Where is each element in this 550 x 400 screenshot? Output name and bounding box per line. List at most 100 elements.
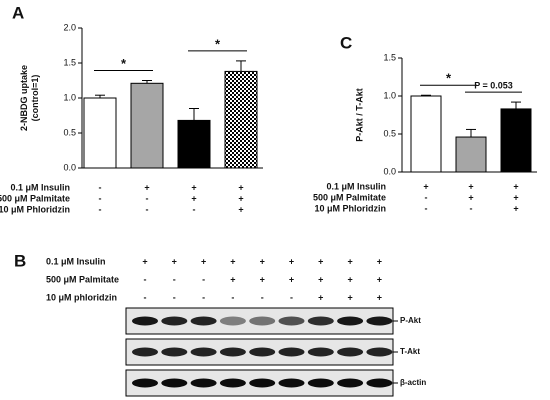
treatment-sign: + [238, 182, 243, 192]
blot-band [219, 347, 246, 357]
treatment-sign: - [99, 193, 102, 203]
treatment-sign: + [468, 192, 473, 202]
treatment-sign: + [172, 256, 177, 266]
treatment-sign: - [290, 292, 293, 302]
treatment-sign: - [261, 292, 264, 302]
treatment-sign: + [377, 292, 382, 302]
treatment-sign: - [425, 203, 428, 213]
y-tick-label: 1.0 [383, 90, 396, 100]
treatment-sign: - [425, 192, 428, 202]
blot-band [190, 347, 217, 357]
bar [130, 82, 164, 169]
band-label: T-Akt [400, 347, 420, 356]
treatment-sign: + [289, 256, 294, 266]
blot-band [307, 347, 334, 357]
y-tick-label: 0.5 [383, 128, 396, 138]
significance-label: * [121, 56, 127, 71]
treatment-sign: + [347, 274, 352, 284]
treatment-sign: - [144, 292, 147, 302]
treatment-sign: - [146, 193, 149, 203]
blot-band [278, 378, 305, 388]
treatment-sign: - [202, 274, 205, 284]
treatment-sign: - [470, 203, 473, 213]
blot-band [366, 347, 393, 357]
bar [455, 136, 487, 173]
blot-band [337, 347, 364, 357]
treatment-sign: + [260, 274, 265, 284]
blot-band [249, 378, 276, 388]
treatment-label: 10 μM Phloridzin [314, 203, 386, 213]
treatment-sign: - [173, 274, 176, 284]
y-tick-label: 1.5 [383, 52, 396, 62]
blot-band [219, 316, 246, 326]
treatment-sign: + [230, 256, 235, 266]
treatment-sign: + [201, 256, 206, 266]
blot-band [161, 316, 188, 326]
treatment-sign: + [260, 256, 265, 266]
blot-band [278, 347, 305, 357]
blot-band [337, 378, 364, 388]
treatment-sign: + [377, 274, 382, 284]
treatment-sign: + [318, 274, 323, 284]
blot-band [337, 316, 364, 326]
treatment-sign: + [144, 182, 149, 192]
y-tick-label: 1.0 [63, 92, 76, 102]
treatment-sign: - [231, 292, 234, 302]
treatment-sign: - [99, 182, 102, 192]
treatment-label: 500 μM Palmitate [313, 192, 386, 202]
blot-band [190, 378, 217, 388]
blot-band [307, 316, 334, 326]
treatment-sign: + [289, 274, 294, 284]
treatment-sign: + [513, 181, 518, 191]
y-tick-label: 0.0 [383, 166, 396, 176]
blot-band [190, 316, 217, 326]
blot-band [132, 378, 158, 388]
panel-label: C [340, 33, 352, 52]
treatment-sign: - [144, 274, 147, 284]
treatment-sign: - [193, 204, 196, 214]
blot-band [132, 316, 158, 326]
treatment-label: 500 μM Palmitate [0, 193, 70, 203]
treatment-sign: + [513, 192, 518, 202]
panel-label: B [14, 251, 26, 270]
treatment-sign: - [173, 292, 176, 302]
blot-band [249, 347, 276, 357]
blot-band [278, 316, 305, 326]
treatment-sign: - [99, 204, 102, 214]
treatment-label: 500 μM Palmitate [46, 274, 119, 284]
y-tick-label: 0.5 [63, 127, 76, 137]
treatment-sign: + [513, 203, 518, 213]
treatment-sign: + [142, 256, 147, 266]
y-axis-label: (control=1) [30, 75, 40, 122]
blot-band [249, 316, 276, 326]
significance-label: * [215, 36, 221, 51]
treatment-label: 0.1 μM Insulin [46, 256, 106, 266]
treatment-sign: + [230, 274, 235, 284]
treatment-sign: + [347, 292, 352, 302]
treatment-sign: + [318, 292, 323, 302]
bar [177, 119, 211, 169]
band-label: P-Akt [400, 316, 421, 325]
y-tick-label: 0.0 [63, 162, 76, 172]
blot-band [161, 347, 188, 357]
bar [83, 97, 117, 169]
treatment-sign: + [238, 204, 243, 214]
treatment-label: 10 μM Phloridzin [0, 204, 70, 214]
y-tick-label: 1.5 [63, 57, 76, 67]
treatment-sign: + [377, 256, 382, 266]
blot-band [132, 347, 158, 357]
y-axis-label: P-Akt / T-Akt [354, 88, 364, 142]
y-axis-label: 2-NBDG uptake [19, 65, 29, 131]
treatment-sign: + [238, 193, 243, 203]
treatment-sign: + [347, 256, 352, 266]
bar [410, 95, 442, 173]
treatment-sign: + [423, 181, 428, 191]
treatment-sign: - [146, 204, 149, 214]
blot-band [161, 378, 188, 388]
bar [500, 108, 532, 173]
blot-band [307, 378, 334, 388]
significance-label: P = 0.053 [474, 80, 513, 90]
treatment-label: 10 μM phloridzin [46, 292, 117, 302]
treatment-sign: + [318, 256, 323, 266]
